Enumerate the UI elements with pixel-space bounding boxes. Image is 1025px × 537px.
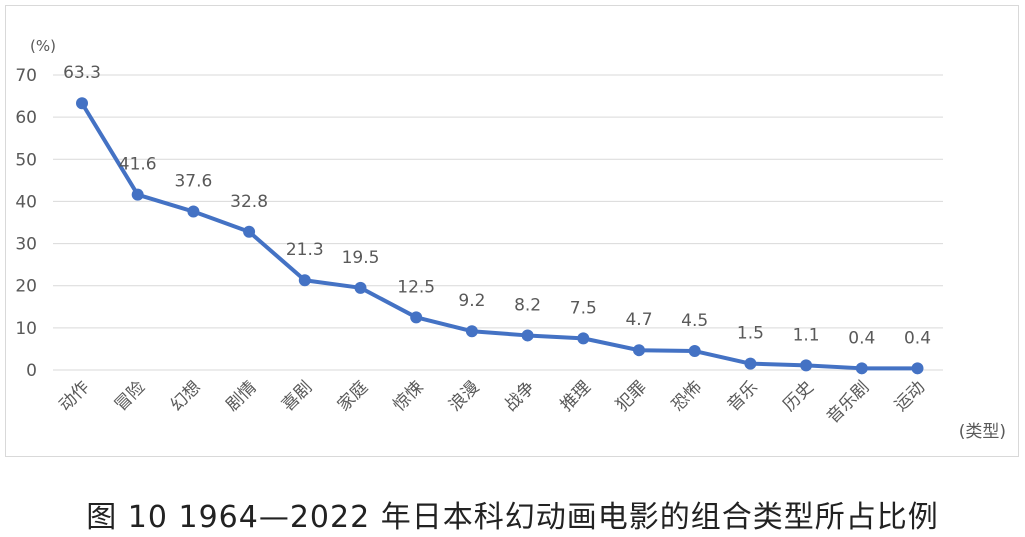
y-tick-label: 70: [15, 66, 37, 86]
data-label: 9.2: [458, 291, 485, 311]
x-tick-label: 音乐: [724, 377, 762, 415]
x-tick-label: 冒险: [111, 377, 149, 415]
y-tick-label: 60: [15, 108, 37, 128]
x-tick-label: 幻想: [167, 377, 205, 415]
data-point: [354, 281, 367, 294]
data-point: [76, 97, 88, 110]
data-point: [465, 325, 478, 338]
x-axis-label: (类型): [959, 422, 1006, 442]
x-tick-label: 音乐剧: [823, 377, 873, 427]
x-tick-label: 惊悚: [390, 377, 428, 415]
x-tick-label: 恐怖: [668, 377, 706, 415]
data-point: [688, 345, 701, 358]
y-axis-label: (%): [30, 37, 56, 55]
data-label: 7.5: [570, 298, 597, 318]
data-point: [800, 359, 813, 372]
data-label: 4.7: [625, 310, 652, 330]
data-label: 32.8: [230, 192, 268, 212]
y-tick-label: 10: [15, 319, 37, 339]
y-tick-label: 40: [15, 192, 37, 212]
data-point: [410, 311, 423, 324]
data-point: [298, 274, 311, 287]
data-label: 1.1: [793, 325, 820, 345]
y-tick-label: 50: [15, 150, 37, 170]
x-tick-label: 运动: [891, 377, 929, 415]
x-tick-label: 犯罪: [612, 377, 650, 415]
x-tick-label: 浪漫: [445, 377, 483, 415]
data-label: 21.3: [286, 240, 324, 260]
x-tick-label: 家庭: [334, 377, 372, 415]
chart-frame: 0 10 20 30 40 50 60 70 (%) 动作 冒险 幻想 剧情 喜剧 家庭 惊悚 浪漫 战争 推理 犯罪…: [5, 5, 1019, 457]
data-label: 12.5: [397, 277, 435, 297]
data-point: [633, 344, 645, 357]
x-tick-label: 动作: [55, 377, 93, 415]
data-label: 37.6: [174, 172, 212, 192]
line-chart: 0 10 20 30 40 50 60 70 (%) 动作 冒险 幻想 剧情 喜剧 家庭 惊悚 浪漫 战争 推理 犯罪…: [15, 37, 1006, 442]
x-tick-label: 战争: [501, 377, 539, 415]
data-point: [855, 362, 868, 375]
data-label: 8.2: [514, 295, 541, 315]
y-tick-label: 30: [15, 235, 37, 255]
data-point: [577, 332, 590, 345]
data-label: 0.4: [904, 328, 931, 348]
data-point: [911, 362, 924, 375]
data-label: 4.5: [681, 311, 708, 331]
figure-caption: 图 10 1964—2022 年日本科幻动画电影的组合类型所占比例: [86, 500, 939, 535]
y-tick-label: 0: [26, 361, 37, 381]
data-label: 0.4: [848, 328, 875, 348]
series-line: [80, 102, 918, 371]
data-label: 41.6: [119, 155, 157, 175]
x-tick-label: 历史: [779, 377, 817, 415]
data-point: [131, 188, 144, 201]
y-tick-label: 20: [15, 277, 37, 297]
data-point: [744, 357, 757, 370]
x-tick-label: 喜剧: [278, 377, 316, 415]
data-label: 19.5: [342, 248, 380, 268]
x-tick-label: 推理: [557, 377, 595, 415]
x-tick-label: 剧情: [222, 377, 260, 415]
data-label: 1.5: [737, 324, 764, 344]
data-point: [187, 205, 200, 218]
data-label: 63.3: [63, 63, 101, 83]
data-point: [243, 225, 256, 238]
data-point: [521, 329, 534, 342]
